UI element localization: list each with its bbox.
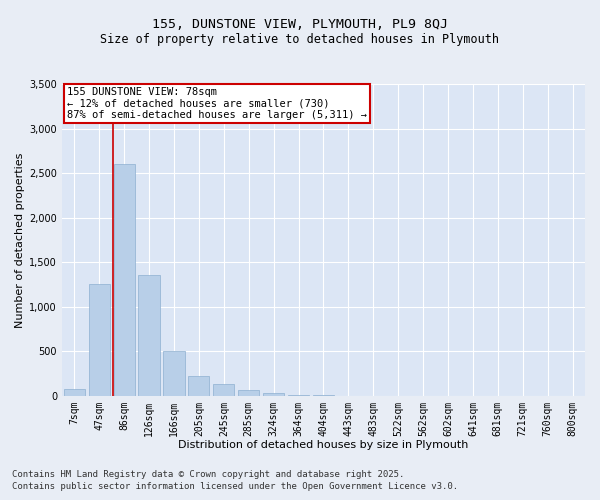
X-axis label: Distribution of detached houses by size in Plymouth: Distribution of detached houses by size …: [178, 440, 469, 450]
Bar: [213, 384, 235, 396]
Bar: [89, 284, 110, 396]
Bar: [64, 389, 85, 396]
Bar: [263, 394, 284, 396]
Bar: [188, 376, 209, 396]
Bar: [163, 351, 185, 396]
Bar: [139, 276, 160, 396]
Text: 155, DUNSTONE VIEW, PLYMOUTH, PL9 8QJ: 155, DUNSTONE VIEW, PLYMOUTH, PL9 8QJ: [152, 18, 448, 30]
Bar: [238, 390, 259, 396]
Text: Contains HM Land Registry data © Crown copyright and database right 2025.: Contains HM Land Registry data © Crown c…: [12, 470, 404, 479]
Bar: [288, 395, 309, 396]
Y-axis label: Number of detached properties: Number of detached properties: [15, 152, 25, 328]
Text: Size of property relative to detached houses in Plymouth: Size of property relative to detached ho…: [101, 32, 499, 46]
Bar: [113, 164, 135, 396]
Text: Contains public sector information licensed under the Open Government Licence v3: Contains public sector information licen…: [12, 482, 458, 491]
Text: 155 DUNSTONE VIEW: 78sqm
← 12% of detached houses are smaller (730)
87% of semi-: 155 DUNSTONE VIEW: 78sqm ← 12% of detach…: [67, 87, 367, 120]
